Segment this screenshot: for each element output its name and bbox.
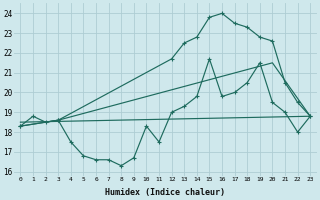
X-axis label: Humidex (Indice chaleur): Humidex (Indice chaleur) bbox=[105, 188, 225, 197]
